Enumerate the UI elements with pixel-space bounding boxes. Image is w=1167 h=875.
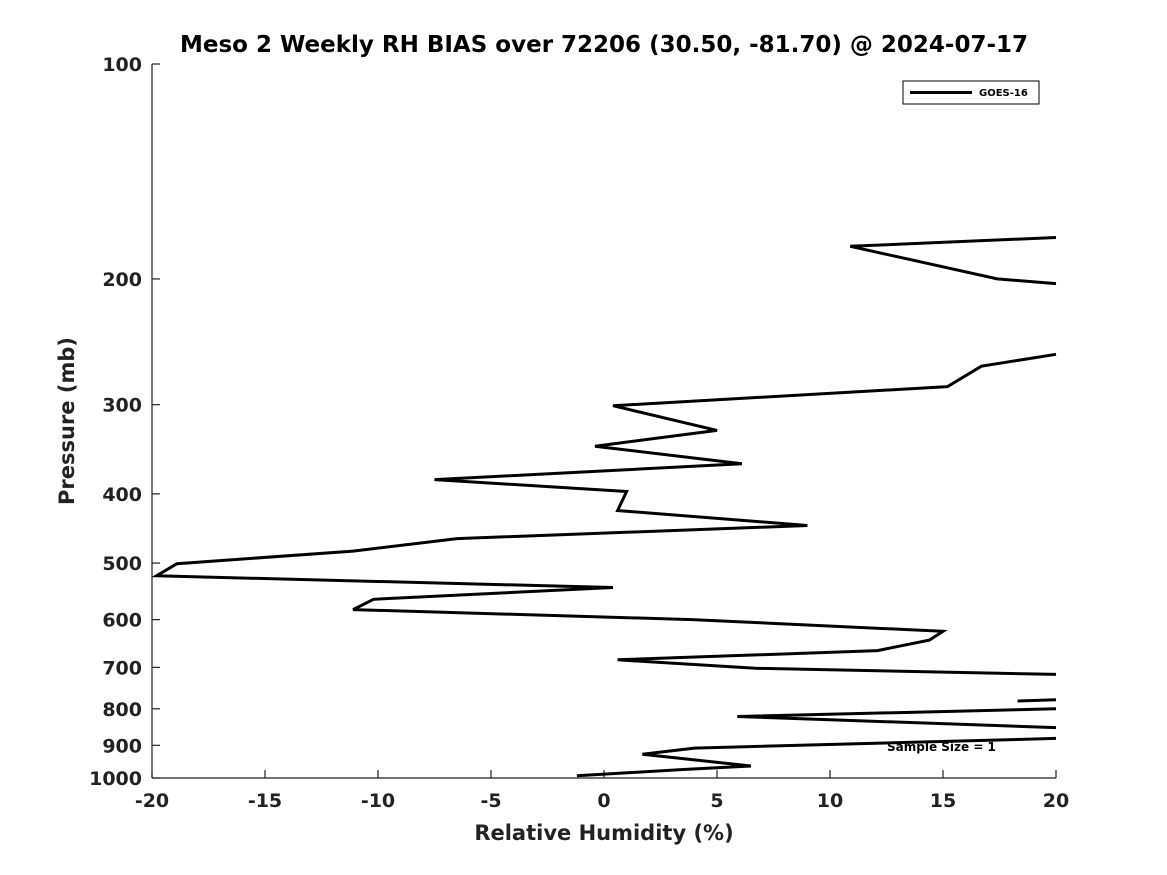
x-tick-label: 5 [710, 790, 723, 812]
y-axis-label: Pressure (mb) [55, 337, 79, 505]
series-line [1017, 698, 1057, 703]
series-line [737, 707, 1057, 730]
y-tick-label: 600 [102, 610, 142, 632]
series-line [576, 736, 1057, 778]
series-group [151, 236, 1057, 778]
x-axis-label: Relative Humidity (%) [474, 821, 733, 845]
x-tick-label: 0 [597, 790, 610, 812]
x-tick-label: 10 [817, 790, 843, 812]
y-tick-label: 800 [102, 699, 142, 721]
x-tick-label: 15 [930, 790, 956, 812]
y-tick-label: 900 [102, 735, 142, 757]
x-ticks: -20 -15 -10 -5 0 5 10 15 20 [135, 770, 1069, 812]
y-tick-label: 200 [102, 269, 142, 291]
series-line [151, 352, 1057, 676]
x-tick-label: -15 [248, 790, 282, 812]
legend: GOES-16 [902, 80, 1040, 105]
series-line [849, 236, 1057, 286]
chart-title: Meso 2 Weekly RH BIAS over 72206 (30.50,… [180, 32, 1028, 58]
y-tick-label: 100 [102, 54, 142, 76]
x-tick-label: -5 [480, 790, 501, 812]
x-tick-label: -20 [135, 790, 169, 812]
y-tick-label: 400 [102, 484, 142, 506]
y-tick-label: 300 [102, 395, 142, 417]
y-tick-label: 500 [102, 553, 142, 575]
legend-label: GOES-16 [979, 88, 1028, 99]
y-ticks: 100 200 300 400 500 600 700 800 900 1000 [89, 54, 160, 790]
x-tick-label: 20 [1043, 790, 1069, 812]
y-tick-label: 1000 [89, 768, 142, 790]
sample-size-annotation: Sample Size = 1 [887, 740, 996, 754]
y-tick-label: 700 [102, 657, 142, 679]
x-tick-label: -10 [361, 790, 395, 812]
